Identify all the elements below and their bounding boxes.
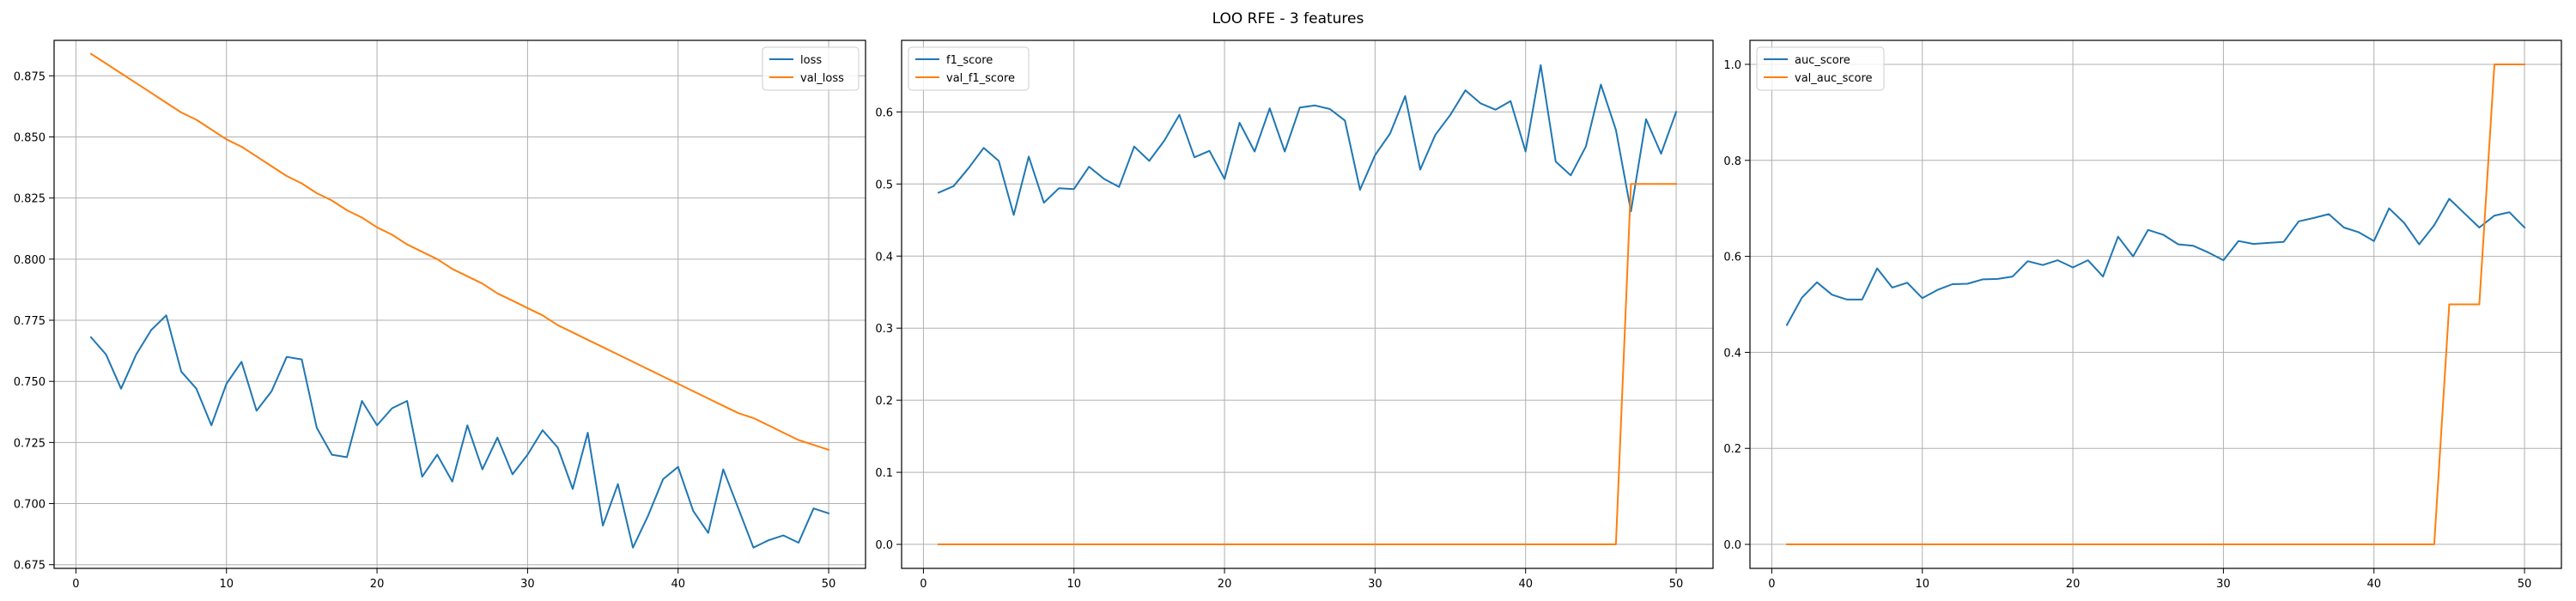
chart-3-y-tick-label: 0.8 [1723,155,1741,168]
chart-1-y-tick-label: 0.875 [14,70,46,83]
chart-1-x-tick-label: 0 [72,578,79,591]
chart-2-x-tick-label: 50 [1669,578,1684,591]
chart-1-x-tick-label: 10 [219,578,234,591]
chart-3-series-val_auc_score-line [1786,64,2525,545]
chart-3-y-tick-label: 0.2 [1723,443,1741,456]
chart-1-legend-label-loss: loss [800,54,822,67]
chart-2-x-tick-label: 40 [1518,578,1533,591]
chart-2-x-tick-label: 0 [920,578,927,591]
chart-3-x-tick-label: 20 [2066,578,2081,591]
chart-3-legend: auc_score val_auc_score [1756,46,1885,91]
chart-1-y-tick-label: 0.750 [14,376,46,389]
chart-3-legend-label-auc_score: auc_score [1795,54,1850,67]
chart-2-legend: f1_score val_f1_score [908,46,1030,91]
chart-2-legend-box [908,46,1030,91]
chart-1-x-tick-label: 20 [370,578,385,591]
chart-1-legend-box [762,46,860,91]
chart-1: 0 10 20 30 40 50 0.675 0.700 0.725 0.750 0.775 0.80… [14,39,866,591]
chart-3-x-tick-label: 40 [2366,578,2381,591]
chart-1-x-tick-label: 50 [822,578,836,591]
chart-2-series-val_f1_score-line [938,183,1677,545]
chart-1-x-tick-label: 40 [671,578,685,591]
chart-1-plot-area [54,40,866,568]
chart-panels: 0 10 20 30 40 500.6750.7000.7250.7500.7750.80… [14,39,2562,591]
chart-2-axes-frame [901,39,1714,569]
chart-2-x-tick-label: 10 [1066,578,1081,591]
chart-3-x-tick-label: 30 [2216,578,2231,591]
chart-1-series-loss-line [89,314,830,549]
figure-title: LOO RFE - 3 features [1212,10,1364,27]
chart-3-x-tick-label: 50 [2518,578,2532,591]
chart-2-series-f1_score-line [937,64,1678,216]
chart-2-y-tick-label: 0.4 [875,251,893,264]
chart-3-y-tick-label: 1.0 [1723,59,1741,72]
chart-3-legend-box [1756,46,1885,91]
chart-3-legend-label-val_auc_score: val_auc_score [1795,72,1873,85]
chart-1-y-tick-label: 0.850 [14,131,46,144]
chart-3-y-tick-label: 0.0 [1723,539,1741,552]
chart-1-y-tick-label: 0.675 [14,560,46,573]
chart-3-y-tick-label: 0.6 [1723,252,1741,264]
chart-3-y-tick-label: 0.4 [1723,347,1741,360]
chart-1-legend: loss val_loss [762,46,860,91]
chart-1-legend-label-val_loss: val_loss [800,72,844,85]
chart-1-y-tick-label: 0.700 [14,499,46,512]
chart-1-y-tick-label: 0.825 [14,193,46,206]
chart-1-axes-frame [53,39,866,569]
chart-2: 0 10 20 30 40 50 0.0 0.1 0.2 0.3 0.4 0.5 0.6 f1_score… [875,39,1714,591]
chart-2-y-tick-label: 0.5 [875,179,893,191]
chart-2-plot-area [902,40,1713,568]
chart-2-y-tick-label: 0.0 [875,539,893,552]
chart-3-axes-frame [1749,39,2562,569]
chart-3-series-auc_score-line [1785,197,2526,326]
chart-2-x-tick-label: 20 [1218,578,1232,591]
chart-1-y-tick-label: 0.800 [14,254,46,267]
chart-2-legend-label-f1_score: f1_score [946,54,993,67]
chart-3-plot-area [1750,40,2561,568]
chart-2-y-tick-label: 0.6 [875,106,893,119]
chart-2-x-tick-label: 30 [1368,578,1382,591]
chart-1-x-tick-label: 30 [520,578,535,591]
chart-3-x-tick-label: 0 [1768,578,1775,591]
chart-2-y-tick-label: 0.3 [875,323,893,336]
chart-2-y-tick-label: 0.1 [875,467,893,480]
chart-1-y-tick-label: 0.775 [14,315,46,328]
chart-1-y-tick-label: 0.725 [14,437,46,450]
chart-3-x-tick-label: 10 [1915,578,1929,591]
chart-1-series-val_loss-line [89,52,830,452]
chart-2-y-tick-label: 0.2 [875,395,893,408]
chart-2-legend-label-val_f1_score: val_f1_score [946,72,1015,85]
chart-3: 0 10 20 30 40 50 0.0 0.2 0.4 0.6 0.8 1.0 auc_scoreva… [1723,39,2562,591]
